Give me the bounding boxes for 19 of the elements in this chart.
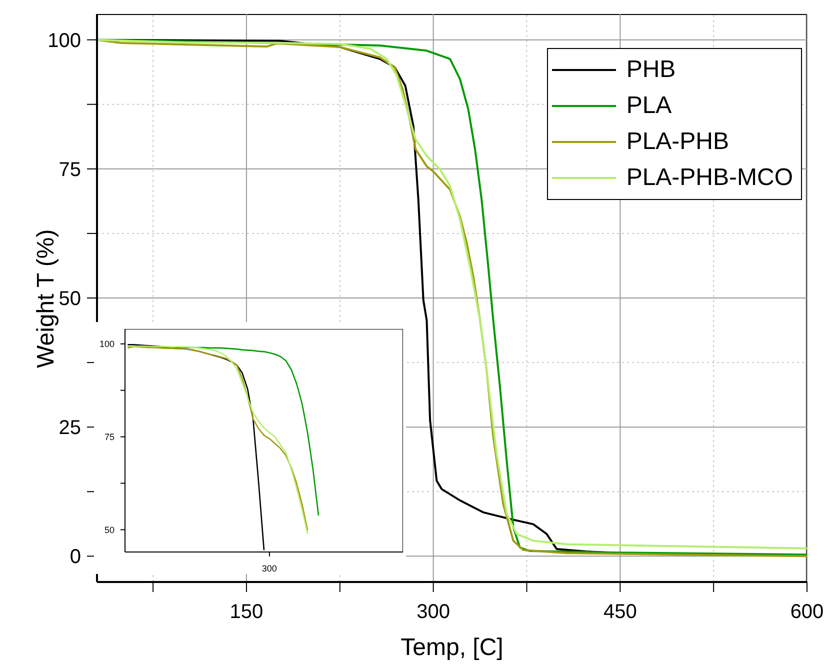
legend-label: PLA-PHB-MCO — [626, 163, 793, 193]
x-tick-label: 450 — [603, 601, 637, 623]
x-tick-label: 300 — [416, 601, 450, 623]
y-tick-label: 25 — [58, 417, 81, 440]
x-tick-label: 600 — [790, 601, 824, 623]
x-tick-label: 300 — [262, 564, 277, 574]
legend-label: PLA — [626, 91, 672, 121]
y-axis-title: Weight T (%) — [32, 229, 60, 368]
legend-label: PLA-PHB — [626, 127, 730, 157]
x-tick-label: 150 — [230, 601, 264, 623]
y-tick-label: 50 — [104, 524, 114, 535]
y-tick-label: 100 — [48, 30, 81, 52]
x-axis-title: Temp, [C] — [400, 634, 504, 661]
y-tick-label: 0 — [70, 546, 81, 568]
y-tick-label: 75 — [104, 432, 114, 442]
y-tick-label: 100 — [99, 339, 114, 350]
y-tick-label: 75 — [58, 158, 81, 181]
y-tick-label: 50 — [58, 288, 81, 310]
legend-label: PHB — [626, 55, 676, 85]
